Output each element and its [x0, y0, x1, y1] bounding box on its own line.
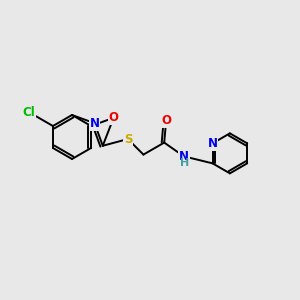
Text: N: N — [179, 150, 189, 163]
Text: O: O — [109, 111, 118, 124]
Text: Cl: Cl — [22, 106, 35, 118]
Text: N: N — [208, 137, 218, 150]
Text: O: O — [161, 114, 171, 127]
Text: N: N — [90, 117, 100, 130]
Text: S: S — [124, 133, 132, 146]
Text: H: H — [180, 158, 190, 168]
